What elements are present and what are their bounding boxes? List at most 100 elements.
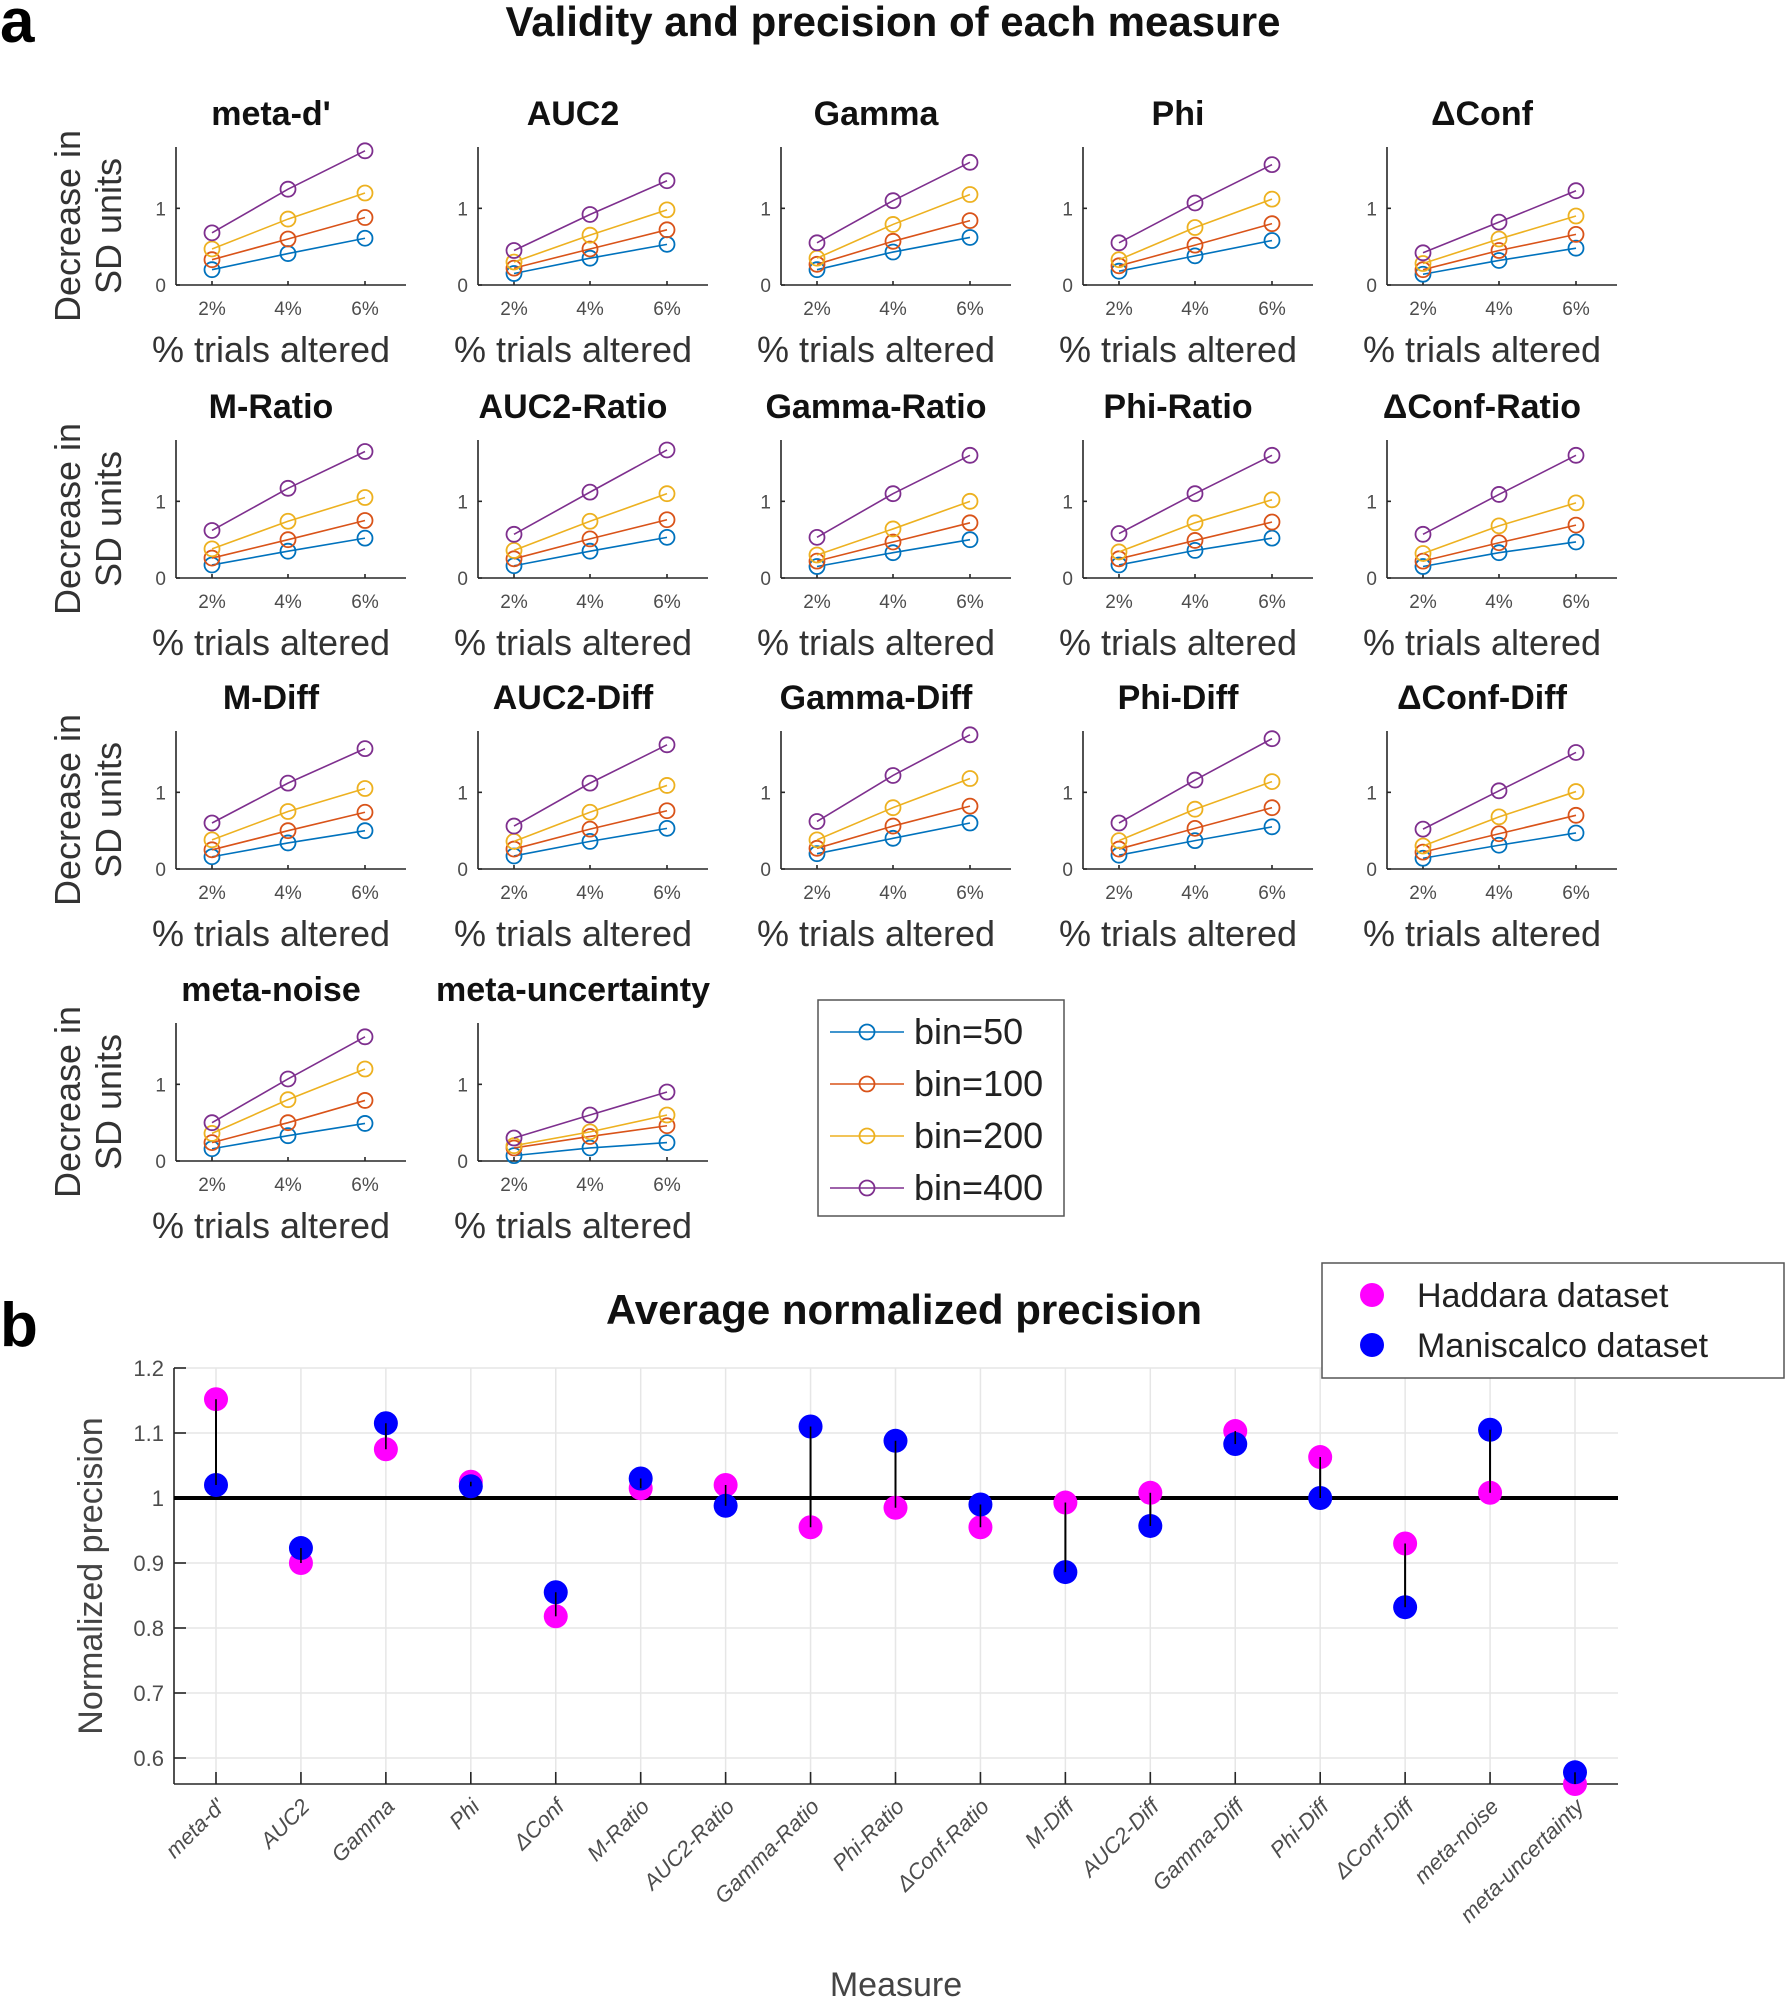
x-tick-label: Phi-Ratio	[827, 1794, 909, 1876]
data-point-bin-200	[1186, 219, 1204, 236]
data-point-bin-400	[1414, 820, 1432, 838]
y-tick-label: 1	[1062, 199, 1073, 220]
data-point-bin-200	[1414, 255, 1432, 272]
data-point-bin-50	[658, 819, 676, 837]
x-tick-label: 4%	[576, 592, 604, 613]
y-axis-label: Normalized precision	[72, 1417, 110, 1734]
x-tick-label: 4%	[1181, 592, 1209, 613]
data-point-bin-400	[581, 206, 599, 223]
data-point-bin-400	[1567, 744, 1585, 761]
legend-marker-bin-50	[858, 1023, 876, 1041]
y-tick-label: 0	[1366, 276, 1377, 297]
x-axis-label: % trials altered	[152, 622, 390, 663]
data-point-bin-200	[1490, 230, 1508, 248]
x-tick-label: M-Ratio	[582, 1794, 654, 1866]
series-line-bin-200	[211, 496, 366, 550]
y-tick-label: 1	[457, 1075, 468, 1096]
data-point-bin-200	[961, 186, 979, 203]
y-tick-label: 1.2	[133, 1356, 164, 1381]
x-tick-label: 2%	[1409, 592, 1437, 613]
x-tick-label: 6%	[1562, 299, 1590, 320]
data-point-bin-100	[1110, 840, 1128, 858]
data-point-bin-200	[356, 184, 374, 202]
x-tick-label: 2%	[1105, 883, 1133, 904]
data-point-bin-100	[1414, 843, 1432, 861]
y-tick-label: 0	[457, 276, 468, 297]
data-point-bin-100	[505, 840, 523, 858]
x-tick-label: Gamma-Diff	[1147, 1792, 1251, 1896]
data-point-bin-200	[279, 512, 297, 530]
x-axis-label: % trials altered	[757, 329, 995, 370]
data-point-bin-50	[1263, 529, 1281, 547]
series-line-bin-200	[211, 1068, 366, 1135]
data-point-bin-200	[1567, 783, 1585, 800]
data-point-bin-400	[884, 192, 902, 210]
x-tick-label: 2%	[500, 299, 528, 320]
x-tick-label: 4%	[274, 883, 302, 904]
series-line-bin-200	[513, 492, 668, 552]
data-point-bin-400	[808, 234, 826, 252]
data-point-bin-100	[203, 251, 221, 269]
y-tick-label: 1	[760, 492, 771, 513]
x-tick-label: 4%	[1485, 592, 1513, 613]
data-point-bin-400	[884, 485, 902, 503]
data-point-bin-100	[279, 822, 297, 840]
data-point-bin-50	[1567, 533, 1585, 551]
data-point-bin-100	[203, 1134, 221, 1151]
data-point-bin-100	[356, 512, 374, 529]
data-point-bin-100	[1567, 806, 1585, 824]
y-tick-label: 0	[457, 860, 468, 881]
series-line-bin-400	[1422, 751, 1577, 830]
x-tick-label: AUC2-Diff	[1075, 1792, 1166, 1883]
panel-b-precision-chart: 0.6 0.7 0.8 0.9 1 1.1 1.2 meta-d' AUC2 Gamma Phi ΔC…	[72, 1356, 1618, 2000]
data-point-bin-50	[581, 1139, 599, 1157]
x-tick-label: AUC2	[254, 1794, 315, 1855]
y-tick-label: 0	[457, 569, 468, 590]
data-point-bin-400	[961, 446, 979, 464]
data-point-bin-400	[658, 172, 676, 190]
y-tick-label: 0	[1366, 569, 1377, 590]
x-tick-label: 2%	[500, 592, 528, 613]
y-tick-label: 0	[1062, 569, 1073, 590]
subplot--conf-diff: ΔConf-Diff 0 1 2% 4% 6% % trials altered	[1363, 679, 1617, 954]
data-point-bin-100	[1567, 225, 1585, 243]
data-point-bin-200	[279, 210, 297, 228]
subplot-title: Phi-Diff	[1118, 679, 1240, 717]
y-tick-label: 1	[1366, 492, 1377, 513]
y-axis-label-line-1: Decrease in	[47, 423, 88, 615]
data-point-bin-400	[505, 242, 523, 259]
y-axis-label-line-1: Decrease in	[47, 1006, 88, 1198]
x-axis-label: % trials altered	[757, 913, 995, 954]
series-line-bin-400	[211, 450, 366, 532]
x-tick-label: 2%	[803, 592, 831, 613]
data-point-bin-50	[808, 558, 826, 575]
data-point-bin-400	[581, 774, 599, 792]
x-axis-label: % trials altered	[454, 913, 692, 954]
data-point-bin-200	[356, 489, 374, 506]
data-point-bin-400	[884, 767, 902, 784]
data-point-bin-50	[1186, 832, 1204, 850]
data-point-bin-400	[505, 525, 523, 543]
data-point-bin-100	[1186, 236, 1204, 254]
series-line-bin-50	[513, 243, 668, 275]
legend-label: Haddara dataset	[1417, 1277, 1669, 1315]
data-point-bin-50	[1414, 849, 1432, 867]
data-point-bin-200	[505, 1137, 523, 1155]
subplot-title: AUC2-Ratio	[479, 388, 668, 426]
series-line-bin-50	[816, 236, 971, 271]
series-line-bin-100	[513, 229, 668, 269]
data-point-bin-400	[658, 736, 676, 754]
y-tick-label: 0	[1062, 860, 1073, 881]
legend-box	[817, 999, 1065, 1217]
series-line-bin-200	[1422, 790, 1577, 847]
y-tick-label: 0.9	[133, 1551, 164, 1576]
data-point-bin-100	[658, 1117, 676, 1135]
legend-box	[1321, 1262, 1785, 1379]
data-point-bin-200	[884, 799, 902, 817]
x-tick-label: 4%	[1181, 299, 1209, 320]
x-tick-label: 6%	[653, 1175, 681, 1196]
subplot-m-diff: M-Diff 0 1 2% 4% 6% % trials altered Decrease i…	[47, 679, 406, 954]
y-tick-label: 1	[155, 199, 166, 220]
data-point-bin-50	[356, 822, 374, 840]
data-point-bin-50	[1186, 542, 1204, 559]
